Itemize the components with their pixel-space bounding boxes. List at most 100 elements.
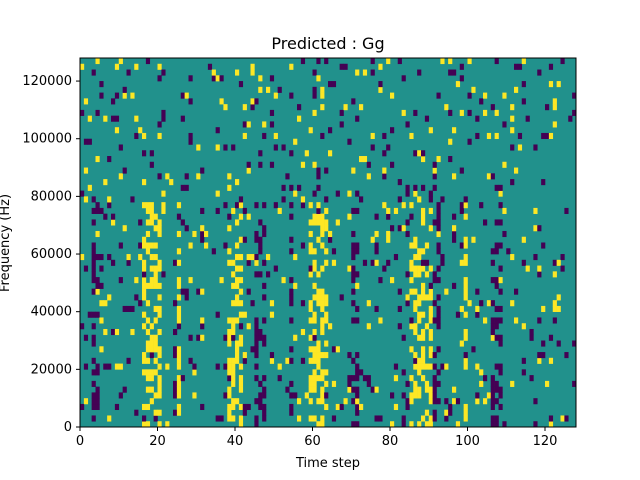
heatmap-cell [235, 282, 240, 289]
heatmap-cell [331, 259, 337, 266]
heatmap-cell [486, 392, 492, 399]
heatmap-cell [552, 305, 557, 312]
heatmap-cell [366, 161, 371, 168]
heatmap-cell [254, 415, 259, 422]
heatmap-cell [242, 357, 247, 364]
heatmap-cell [176, 386, 182, 393]
heatmap-cell [432, 392, 437, 399]
heatmap-cell [80, 63, 85, 70]
heatmap-cell [122, 225, 127, 232]
heatmap-cell [390, 421, 395, 428]
heatmap-cell [494, 380, 499, 387]
heatmap-cell [246, 161, 251, 168]
heatmap-cell [293, 190, 298, 197]
heatmap-cell [300, 328, 306, 336]
heatmap-cell [432, 219, 437, 226]
heatmap-cell [393, 403, 399, 411]
heatmap-cell [355, 352, 360, 359]
heatmap-cell [107, 156, 112, 163]
heatmap-cell [138, 300, 143, 307]
heatmap-cell [254, 98, 259, 105]
heatmap-cell [95, 398, 100, 405]
heatmap-cell [95, 282, 100, 289]
heatmap-cell [153, 277, 158, 284]
heatmap-cell [475, 132, 480, 140]
heatmap-cell [417, 357, 422, 364]
heatmap-cell [262, 230, 267, 238]
heatmap-cell [417, 294, 422, 301]
heatmap-cell [533, 144, 538, 151]
heatmap-cell [308, 317, 313, 324]
heatmap-cell [297, 184, 302, 191]
heatmap-cell [192, 369, 197, 376]
heatmap-cell [316, 294, 321, 301]
heatmap-cell [277, 363, 282, 370]
heatmap-cell [405, 403, 410, 411]
heatmap-cell [324, 392, 329, 399]
heatmap-cell [510, 144, 515, 151]
heatmap-cell [281, 184, 286, 191]
heatmap-cell [91, 392, 96, 399]
heatmap-cell [238, 403, 244, 411]
heatmap-cell [424, 409, 430, 416]
heatmap-cell [231, 380, 236, 387]
heatmap-cell [91, 196, 96, 203]
heatmap-cell [347, 138, 352, 145]
heatmap-cell [421, 357, 426, 364]
heatmap-cell [308, 415, 313, 422]
heatmap-cell [157, 375, 162, 382]
heatmap-cell [529, 375, 534, 382]
heatmap-cell [308, 334, 313, 341]
heatmap-cell [351, 398, 356, 405]
heatmap-cell [467, 300, 472, 307]
heatmap-cell [308, 271, 313, 278]
heatmap-cell [269, 121, 275, 128]
heatmap-cell [564, 415, 569, 422]
heatmap-cell [390, 92, 395, 99]
heatmap-cell [254, 317, 259, 324]
heatmap-cell [126, 259, 131, 266]
heatmap-cell [436, 305, 441, 312]
heatmap-cell [223, 202, 228, 209]
heatmap-cell [254, 254, 259, 261]
heatmap-cell [211, 69, 216, 76]
heatmap-cell [153, 213, 158, 220]
heatmap-cell [254, 352, 259, 359]
heatmap-cell [463, 202, 468, 209]
heatmap-cell [560, 58, 565, 65]
heatmap-cell [161, 115, 166, 122]
heatmap-cell [134, 63, 139, 70]
heatmap-cell [254, 328, 259, 336]
heatmap-cell [324, 219, 329, 226]
heatmap-cell [409, 375, 414, 382]
heatmap-cell [494, 323, 499, 330]
heatmap-cell [320, 92, 325, 99]
heatmap-cell [514, 167, 519, 174]
heatmap-cell [238, 196, 244, 203]
heatmap-cell [366, 375, 371, 382]
heatmap-cell [99, 254, 104, 261]
heatmap-cell [486, 173, 492, 180]
heatmap-cell [424, 294, 430, 301]
heatmap-cell [494, 277, 499, 284]
heatmap-cell [417, 196, 422, 203]
heatmap-cell [428, 328, 433, 336]
heatmap-cell [413, 363, 418, 370]
heatmap-cell [436, 207, 441, 214]
heatmap-cell [300, 242, 306, 249]
heatmap-cell [215, 75, 220, 82]
heatmap-cell [153, 254, 158, 261]
heatmap-cell [153, 346, 158, 353]
heatmap-cell [510, 179, 515, 186]
heatmap-cell [111, 115, 116, 122]
heatmap-cell [409, 213, 414, 220]
heatmap-cell [215, 190, 220, 197]
heatmap-cell [316, 167, 321, 174]
heatmap-cell [324, 300, 329, 307]
heatmap-cell [227, 334, 232, 341]
heatmap-cell [417, 386, 422, 393]
heatmap-cell [448, 138, 453, 145]
heatmap-cell [370, 144, 375, 151]
heatmap-cell [452, 282, 457, 289]
heatmap-cell [107, 363, 112, 370]
